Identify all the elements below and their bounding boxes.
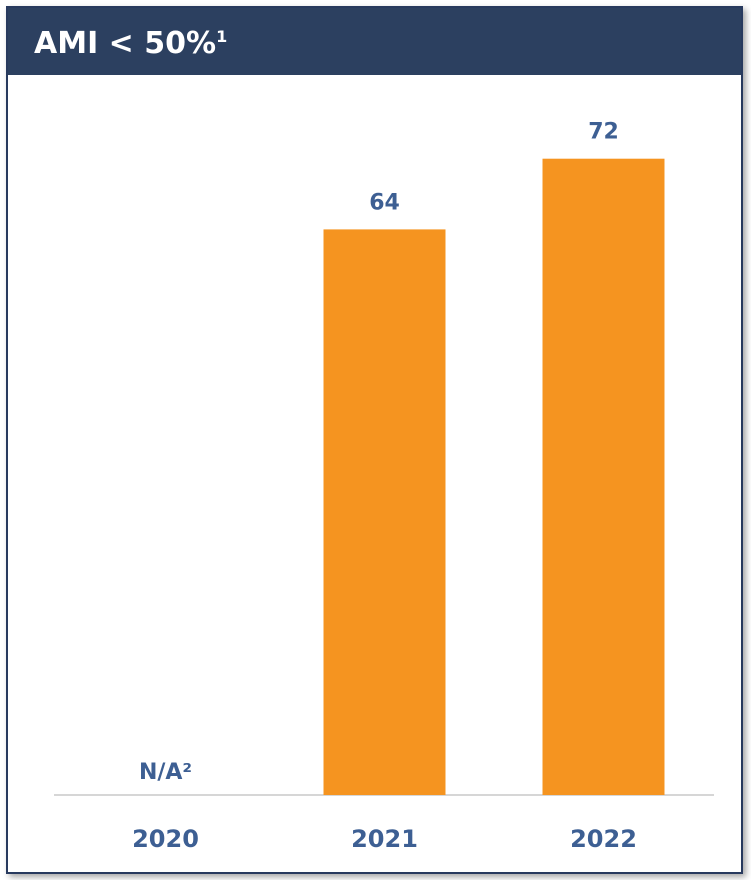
data-label-2022: 72 bbox=[588, 120, 619, 145]
bar-2022 bbox=[542, 158, 665, 795]
data-label-2020: N/A² bbox=[139, 760, 192, 785]
bar-2021 bbox=[323, 229, 446, 795]
chart-card: AMI < 50%1 N/A² 2020 64 2021 72 2022 bbox=[6, 6, 743, 874]
x-tick-label-2022: 2022 bbox=[570, 825, 637, 853]
x-tick-label-2021: 2021 bbox=[351, 825, 418, 853]
chart-header: AMI < 50%1 bbox=[8, 8, 741, 75]
chart-title: AMI < 50%1 bbox=[34, 26, 228, 61]
data-label-2021: 64 bbox=[369, 190, 400, 215]
x-tick-label-2020: 2020 bbox=[132, 825, 199, 853]
title-footnote-marker: 1 bbox=[216, 27, 228, 46]
bar-chart: N/A² 2020 64 2021 72 2022 bbox=[54, 120, 714, 853]
